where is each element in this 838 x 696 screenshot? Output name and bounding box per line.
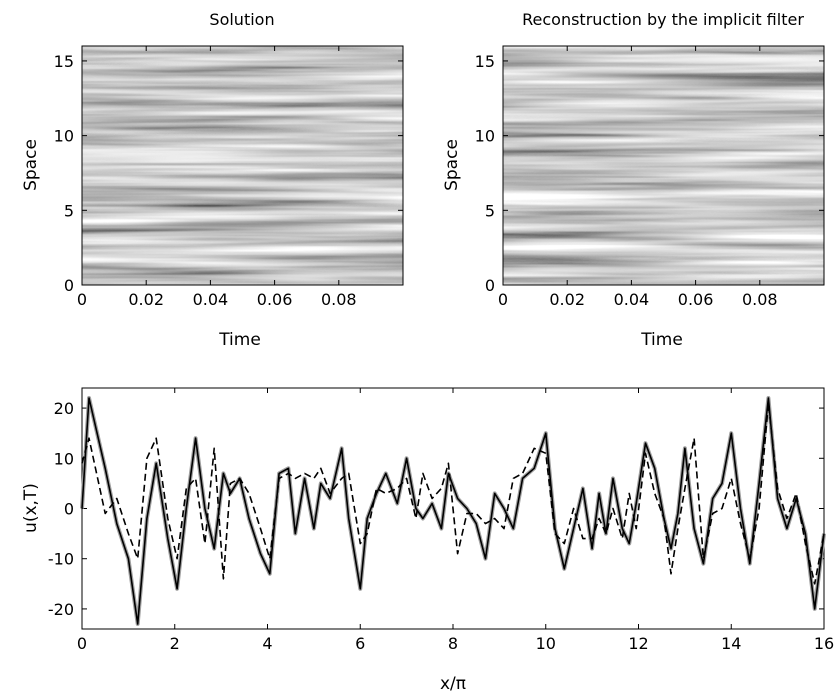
heatmap-1-xlabel: Time — [218, 330, 261, 350]
line-chart-ticks: 0 2 4 6 8 10 12 14 16 -20 -10 0 10 20 — [48, 388, 834, 653]
y-tick-label: 10 — [475, 127, 495, 146]
x-tick-label: 2 — [170, 634, 180, 653]
line-chart-xlabel: x/π — [440, 674, 466, 694]
y-tick-label: -10 — [48, 550, 74, 569]
y-tick-label: -20 — [48, 600, 74, 619]
x-tick-label: 0 — [77, 290, 87, 309]
y-tick-label: 0 — [64, 276, 74, 295]
heatmap-2-ticks: 0 0.02 0.04 0.06 0.08 0 5 10 15 — [475, 46, 824, 309]
heatmap-2-ylabel: Space — [442, 139, 462, 191]
line-chart-ylabel: u(x,T) — [21, 483, 41, 533]
y-tick-label: 15 — [54, 52, 74, 71]
x-tick-label: 14 — [721, 634, 741, 653]
line-chart-panel: 0 2 4 6 8 10 12 14 16 -20 -10 0 10 20 x/π u(x,T) — [21, 387, 834, 694]
x-tick-label: 0.06 — [257, 290, 293, 309]
x-tick-label: 0.08 — [742, 290, 778, 309]
heatmap-1-ylabel: Space — [21, 139, 41, 191]
x-tick-label: 8 — [448, 634, 458, 653]
y-tick-label: 5 — [64, 201, 74, 220]
x-tick-label: 0.02 — [128, 290, 164, 309]
x-tick-label: 4 — [262, 634, 272, 653]
line-chart-series — [80, 396, 826, 626]
heatmap-2-frame — [502, 45, 825, 286]
series-line-3 — [81, 402, 825, 585]
x-tick-label: 0 — [498, 290, 508, 309]
y-tick-label: 20 — [54, 399, 74, 418]
y-tick-label: 15 — [475, 52, 495, 71]
x-tick-label: 0.04 — [614, 290, 650, 309]
x-tick-label: 0.02 — [549, 290, 585, 309]
y-tick-label: 0 — [485, 276, 495, 295]
heatmap-1-frame — [81, 45, 404, 286]
heatmap-1-image — [82, 46, 403, 285]
heatmap-1-ticks: 0 0.02 0.04 0.06 0.08 0 5 10 15 — [54, 46, 403, 309]
x-tick-label: 0.08 — [321, 290, 357, 309]
heatmap-2-title: Reconstruction by the implicit filter — [522, 10, 804, 29]
heatmap-panel-2: Reconstruction by the implicit filter Ti… — [442, 10, 825, 350]
x-tick-label: 10 — [536, 634, 556, 653]
x-tick-label: 0 — [77, 634, 87, 653]
x-tick-label: 16 — [814, 634, 834, 653]
heatmap-2-xlabel: Time — [640, 330, 683, 350]
y-tick-label: 0 — [64, 500, 74, 519]
x-tick-label: 12 — [628, 634, 648, 653]
x-tick-label: 6 — [355, 634, 365, 653]
heatmap-2-image — [503, 46, 824, 285]
heatmap-panel-1: Solution Time Space 0 0.02 0.04 0.06 0.08 0 5 1… — [21, 10, 404, 350]
y-tick-label: 10 — [54, 449, 74, 468]
heatmap-1-title: Solution — [209, 10, 274, 29]
x-tick-label: 0.06 — [678, 290, 714, 309]
y-tick-label: 5 — [485, 201, 495, 220]
x-tick-label: 0.04 — [193, 290, 229, 309]
y-tick-label: 10 — [54, 127, 74, 146]
